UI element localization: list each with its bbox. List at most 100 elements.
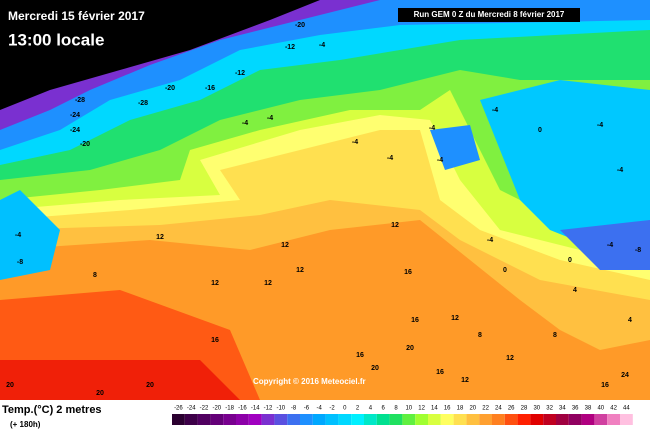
temperature-label: -4 [617,167,623,174]
scale-cell [594,414,608,425]
scale-tick-label: 16 [444,406,451,412]
scale-cell [568,414,582,425]
map-labels: -20-4-12-12-16-20-20-24-28 -28-24-24-20-4… [6,22,641,397]
scale-tick-label: 2 [356,406,360,412]
scale-tick-label: -2 [329,406,335,412]
scale-cell [556,414,569,425]
scale-tick-label: 10 [405,406,412,412]
temperature-label: 0 [538,127,542,134]
temperature-label: 12 [156,234,164,241]
scale-tick-label: -20 [212,406,221,412]
scale-tick-label: 18 [457,406,464,412]
temperature-label: 20 [96,390,104,397]
legend-subtitle: (+ 180h) [10,420,41,429]
scale-cell [415,414,428,425]
scale-tick-label: -6 [304,406,310,412]
temperature-label: 0 [503,267,507,274]
scale-cell [479,414,492,425]
temperature-label: -8 [635,247,641,254]
scale-cell [466,414,480,425]
scale-cell [543,414,556,425]
temperature-label: 0 [568,257,572,264]
scale-cell [440,414,454,425]
scale-cell [236,414,249,425]
scale-tick-label: 34 [559,406,566,412]
scale-cell [517,414,531,425]
temperature-label: 20 [371,365,379,372]
temperature-label: 12 [211,280,219,287]
scale-cell [300,414,313,425]
temperature-label: 12 [391,222,399,229]
scale-tick-label: 26 [508,406,515,412]
scale-tick-label: 44 [623,406,630,412]
temperature-label: -4 [242,120,248,127]
temperature-label: -20 [295,22,305,29]
map-date: Mercredi 15 février 2017 [8,9,145,23]
scale-cell [530,414,544,425]
scale-cell [210,414,224,425]
temperature-label: -24 [70,112,80,119]
temperature-label: 12 [264,280,272,287]
color-scale: -26 -24 -22 -20 -18 -16 -14 -12 -10 -8 -6 -4 -2 0 2 4 6 8… [172,406,633,425]
scale-cell [402,414,416,425]
temperature-label: 12 [296,267,304,274]
temperature-label: -8 [17,259,23,266]
scale-tick-label: 4 [369,406,373,412]
scale-cell [504,414,518,425]
temperature-label: -4 [607,242,613,249]
scale-cell [197,414,211,425]
temperature-label: 8 [553,332,557,339]
scale-tick-label: -14 [251,406,260,412]
scale-cell [312,414,326,425]
scale-tick-label: 0 [343,406,347,412]
scale-cell [620,414,633,425]
scale-cell [428,414,441,425]
scale-cell [607,414,620,425]
scale-tick-label: -18 [225,406,234,412]
temperature-label: 8 [478,332,482,339]
run-info: Run GEM 0 Z du Mercredi 8 février 2017 [414,10,565,19]
temperature-label: -4 [487,237,493,244]
scale-cell [184,414,198,425]
scale-tick-label: -22 [200,406,209,412]
scale-cell [274,414,288,425]
scale-tick-label: -24 [187,406,196,412]
temperature-label: -16 [205,85,215,92]
scale-cell [338,414,352,425]
run-box [398,8,580,22]
temperature-label: 12 [451,315,459,322]
temperature-label: 16 [404,269,412,276]
scale-tick-label: 6 [382,406,386,412]
temperature-label: 16 [601,382,609,389]
temperature-label: -20 [80,141,90,148]
scale-cell [325,414,339,425]
scale-tick-label: 14 [431,406,438,412]
temperature-label: -12 [235,70,245,77]
scale-cell [351,414,364,425]
temperature-label: -28 [138,100,148,107]
scale-tick-label: 30 [533,406,540,412]
scale-cell [248,414,262,425]
temperature-label: -4 [437,157,443,164]
scale-cell [453,414,467,425]
scale-tick-label: 12 [418,406,425,412]
scale-cell [376,414,390,425]
scale-tick-label: 42 [610,406,617,412]
temperature-label: 16 [211,337,219,344]
temperature-label: -4 [429,125,435,132]
scale-tick-label: -16 [238,406,247,412]
temperature-label: -28 [75,97,85,104]
scale-tick-label: 32 [546,406,553,412]
temperature-label: -4 [387,155,393,162]
temperature-label: -24 [7,92,17,99]
temperature-label: -4 [492,107,498,114]
scale-tick-label: 20 [469,406,476,412]
temperature-label: 4 [573,287,577,294]
scale-tick-label: 22 [482,406,489,412]
temperature-label: 12 [281,242,289,249]
scale-tick-label: 36 [572,406,579,412]
scale-tick-label: -12 [264,406,273,412]
temperature-label: -4 [15,232,21,239]
temperature-label: 12 [461,377,469,384]
